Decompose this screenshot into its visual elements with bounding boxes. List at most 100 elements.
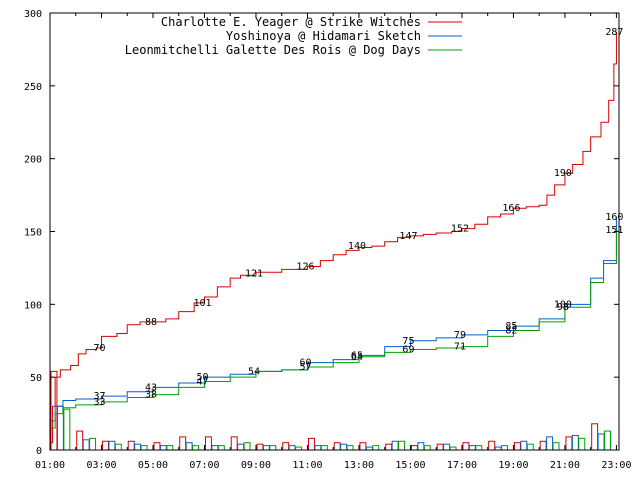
- axes-layer: 0 50 100 150 200 250 300 01:00 03:00 05:00 07:00 09…: [24, 9, 632, 471]
- hourly-bar-leonmitchelli-galette-13: [398, 440, 406, 451]
- point-label-charlotte-e-121: 121: [245, 269, 263, 280]
- hourly-bar-yoshinoya-hidamari-5: [185, 442, 193, 451]
- x-tick-label-2100: 21:00: [550, 460, 580, 471]
- hourly-bar-leonmitchelli-galette-18: [526, 443, 534, 451]
- hourly-bar-yoshinoya-hidamari-10: [314, 445, 322, 451]
- legend-label-yoshinoya-hidamari: Yoshinoya @ Hidamari Sketch: [226, 29, 421, 43]
- point-label-yoshinoya-hidamari-43: 43: [145, 382, 157, 393]
- y-tick-label-200: 200: [24, 155, 42, 166]
- x-tick-label-0700: 07:00: [189, 460, 219, 471]
- point-label-charlotte-e-166: 166: [502, 203, 520, 214]
- hourly-bar-charlotte-e-8: [256, 443, 264, 451]
- hourly-bar-leonmitchelli-galette-1: [89, 437, 97, 451]
- hourly-bar-yoshinoya-hidamari-6: [211, 445, 219, 451]
- y-tick-label-50: 50: [30, 373, 42, 384]
- hourly-bar-leonmitchelli-galette-21: [604, 430, 611, 451]
- hourly-bar-leonmitchelli-galette-0: [63, 408, 71, 451]
- point-label-charlotte-e-88: 88: [145, 317, 157, 328]
- point-label-yoshinoya-hidamari-60: 60: [299, 358, 311, 369]
- hourly-bar-charlotte-e-2: [101, 440, 109, 451]
- point-label-leonmitchelli-galette-151: 151: [605, 225, 623, 236]
- hourly-bar-charlotte-e-3: [127, 440, 135, 451]
- hourly-bar-charlotte-e-6: [204, 436, 212, 451]
- x-tick-label-1900: 19:00: [498, 460, 528, 471]
- hourly-bar-leonmitchelli-galette-16: [475, 445, 483, 451]
- hourly-bar-yoshinoya-hidamari-11: [340, 443, 348, 451]
- hourly-bar-yoshinoya-hidamari-8: [262, 445, 270, 451]
- cumulative-lines-layer: [50, 31, 617, 444]
- hourly-bar-yoshinoya-hidamari-14: [417, 442, 425, 451]
- hourly-bar-leonmitchelli-galette-5: [192, 445, 200, 451]
- hourly-bar-leonmitchelli-galette-4: [166, 445, 174, 451]
- point-label-leonmitchelli-galette-57: 57: [299, 362, 311, 373]
- point-label-charlotte-e-152: 152: [451, 224, 469, 235]
- hourly-bar-yoshinoya-hidamari-20: [571, 434, 579, 451]
- hourly-bar-charlotte-e-14: [410, 445, 418, 451]
- point-label-leonmitchelli-galette-69: 69: [402, 344, 414, 355]
- series-line-leonmitchelli-galette: [50, 230, 617, 429]
- legend-label-charlotte-e: Charlotte E. Yeager @ Strike Witches: [161, 15, 421, 29]
- hourly-bar-yoshinoya-hidamari-9: [288, 445, 296, 451]
- hourly-bar-charlotte-e-10: [307, 437, 315, 451]
- point-label-charlotte-e-70: 70: [93, 343, 105, 354]
- point-label-leonmitchelli-galette-54: 54: [248, 366, 260, 377]
- x-tick-label-0500: 05:00: [138, 460, 168, 471]
- hourly-bar-yoshinoya-hidamari-7: [237, 443, 245, 451]
- y-tick-label-250: 250: [24, 82, 42, 93]
- x-tick-label-0300: 03:00: [86, 460, 116, 471]
- hourly-bar-charlotte-e-13: [385, 443, 393, 451]
- point-label-leonmitchelli-galette-38: 38: [145, 390, 157, 401]
- hourly-bar-leonmitchelli-galette-10: [320, 445, 328, 451]
- legend-label-leonmitchelli-galette: Leonmitchelli Galette Des Rois @ Dog Day…: [125, 43, 421, 57]
- hourly-bar-charlotte-e-0: [50, 370, 58, 451]
- hourly-bar-yoshinoya-hidamari-13: [391, 440, 399, 451]
- hourly-bar-yoshinoya-hidamari-19: [546, 436, 554, 451]
- hourly-bar-yoshinoya-hidamari-1: [82, 439, 90, 451]
- point-label-yoshinoya-hidamari-100: 100: [554, 299, 572, 310]
- point-label-charlotte-e-101: 101: [193, 298, 211, 309]
- hourly-bar-yoshinoya-hidamari-4: [159, 445, 167, 451]
- y-tick-label-150: 150: [24, 228, 42, 239]
- hourly-bar-charlotte-e-18: [513, 442, 521, 451]
- y-tick-label-300: 300: [24, 9, 42, 20]
- point-label-charlotte-e-287: 287: [605, 27, 623, 38]
- point-label-leonmitchelli-galette-47: 47: [196, 377, 208, 388]
- x-tick-label-0900: 09:00: [241, 460, 271, 471]
- series-line-yoshinoya-hidamari: [50, 216, 617, 422]
- legend: Charlotte E. Yeager @ Strike WitchesYosh…: [125, 15, 462, 57]
- hourly-bar-charlotte-e-21: [591, 423, 599, 451]
- point-labels-layer: 70 88 101 121 126 140 147 152 166 190 287 37 43 50 60 6…: [93, 27, 623, 408]
- point-label-yoshinoya-hidamari-65: 65: [351, 350, 363, 361]
- hourly-bar-yoshinoya-hidamari-16: [468, 445, 476, 451]
- hourly-bar-leonmitchelli-galette-14: [423, 445, 431, 451]
- point-label-leonmitchelli-galette-82: 82: [505, 326, 517, 337]
- hourly-bar-charlotte-e-4: [153, 442, 161, 451]
- hourly-bar-charlotte-e-5: [179, 436, 187, 451]
- hourly-bars-layer: [50, 370, 611, 451]
- hourly-bar-leonmitchelli-galette-12: [372, 445, 380, 451]
- point-label-leonmitchelli-galette-98: 98: [557, 302, 569, 313]
- point-label-yoshinoya-hidamari-160: 160: [605, 212, 623, 223]
- hourly-bar-leonmitchelli-galette-17: [501, 445, 509, 451]
- point-label-charlotte-e-140: 140: [348, 241, 366, 252]
- hourly-bar-leonmitchelli-galette-8: [269, 445, 277, 451]
- point-label-yoshinoya-hidamari-85: 85: [505, 321, 517, 332]
- hourly-bar-charlotte-e-9: [282, 442, 290, 451]
- point-label-leonmitchelli-galette-71: 71: [454, 342, 466, 353]
- x-tick-label-1100: 11:00: [292, 460, 322, 471]
- point-label-yoshinoya-hidamari-50: 50: [196, 372, 208, 383]
- hourly-bar-leonmitchelli-galette-3: [140, 445, 148, 451]
- x-tick-label-1300: 13:00: [344, 460, 374, 471]
- hourly-bar-leonmitchelli-galette-7: [243, 442, 251, 451]
- point-label-leonmitchelli-galette-64: 64: [351, 352, 363, 363]
- hourly-bar-charlotte-e-11: [333, 442, 341, 451]
- x-tick-label-1700: 17:00: [447, 460, 477, 471]
- hourly-bar-leonmitchelli-galette-20: [578, 437, 586, 451]
- hourly-bar-yoshinoya-hidamari-2: [108, 440, 116, 451]
- point-label-charlotte-e-147: 147: [399, 231, 417, 242]
- x-tick-label-1500: 15:00: [395, 460, 425, 471]
- hourly-bar-yoshinoya-hidamari-15: [443, 443, 451, 451]
- y-tick-label-0: 0: [36, 446, 42, 457]
- hourly-bar-charlotte-e-17: [488, 440, 496, 451]
